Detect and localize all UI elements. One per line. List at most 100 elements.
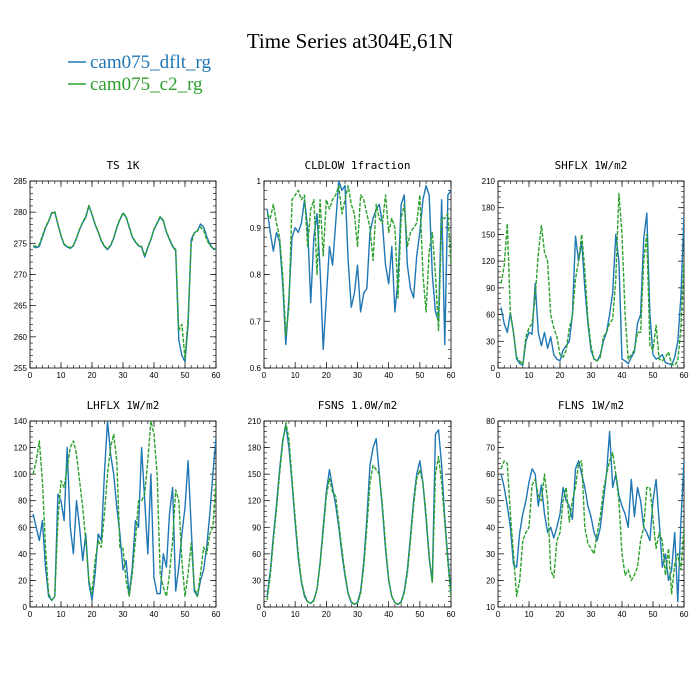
y-tick-label: 260 [14, 333, 28, 342]
y-tick-label: 90 [252, 523, 261, 532]
y-tick-label: 60 [486, 311, 495, 320]
x-tick-label: 20 [556, 371, 565, 380]
x-tick-label: 0 [262, 371, 267, 380]
panel-ts: TS 1K 0 10 20 30 40 50 60 255 260 265 270 275 280 285 [14, 159, 221, 380]
x-tick-label: 30 [353, 610, 362, 619]
y-tick-label: 40 [18, 550, 27, 559]
y-tick-label: 30 [252, 576, 261, 585]
y-tick-label: 265 [14, 302, 28, 311]
y-tick-label: 10 [486, 603, 495, 612]
legend-label-c2: cam075_c2_rg [90, 74, 203, 95]
x-tick-label: 50 [649, 610, 658, 619]
figure-title: Time Series at304E,61N [247, 29, 453, 53]
legend: cam075_dflt_rg cam075_c2_rg [68, 52, 212, 95]
y-tick-label: 70 [486, 444, 495, 453]
y-tick-label: 60 [486, 470, 495, 479]
y-tick-label: 120 [14, 444, 28, 453]
x-tick-label: 50 [649, 371, 658, 380]
y-tick-label: 100 [14, 470, 28, 479]
panel-fsns: FSNS 1.0W/m2 0 10 20 30 40 50 60 0 30 60 90 120 150 18… [248, 399, 456, 619]
y-tick-label: 20 [486, 576, 495, 585]
series-line-c2 [266, 422, 451, 606]
x-tick-label: 10 [525, 610, 534, 619]
x-tick-label: 40 [384, 371, 393, 380]
y-tick-label: 90 [486, 284, 495, 293]
y-tick-label: 0 [23, 603, 28, 612]
x-tick-label: 40 [618, 371, 627, 380]
x-tick-label: 30 [587, 371, 596, 380]
legend-label-dflt: cam075_dflt_rg [90, 52, 212, 73]
y-tick-label: 275 [14, 239, 28, 248]
x-tick-label: 20 [88, 610, 97, 619]
y-tick-label: 120 [248, 497, 262, 506]
series-line-c2 [266, 184, 451, 336]
y-tick-label: 140 [14, 417, 28, 426]
x-tick-label: 50 [181, 371, 190, 380]
y-tick-label: 0 [257, 603, 262, 612]
y-tick-label: 40 [486, 523, 495, 532]
panel-title-cldlow: CLDLOW 1fraction [305, 159, 411, 172]
y-tick-label: 150 [248, 470, 262, 479]
x-tick-label: 10 [291, 371, 300, 380]
x-tick-label: 0 [28, 371, 33, 380]
y-tick-label: 120 [482, 257, 496, 266]
x-tick-label: 30 [587, 610, 596, 619]
y-tick-label: 255 [14, 364, 28, 373]
y-tick-label: 80 [486, 417, 495, 426]
x-tick-label: 60 [212, 371, 221, 380]
y-tick-label: 60 [18, 523, 27, 532]
y-tick-label: 285 [14, 177, 28, 186]
series-line-c2 [500, 192, 684, 367]
x-tick-label: 50 [415, 610, 424, 619]
x-tick-label: 40 [618, 610, 627, 619]
x-tick-label: 10 [57, 371, 66, 380]
x-tick-label: 30 [119, 610, 128, 619]
y-tick-label: 210 [482, 177, 496, 186]
x-tick-label: 20 [322, 371, 331, 380]
y-tick-label: 180 [248, 444, 262, 453]
plot-frame [497, 420, 685, 608]
y-tick-label: 280 [14, 208, 28, 217]
series-line-dflt [32, 421, 216, 602]
y-tick-label: 0.7 [250, 317, 262, 326]
panels: TS 1K0 10 20 30 40 50 60255260265270275280285C… [14, 159, 689, 619]
panel-title-lhflx: LHFLX 1W/m2 [87, 399, 160, 412]
series-line-c2 [32, 421, 216, 602]
y-tick-label: 30 [486, 550, 495, 559]
x-tick-label: 60 [680, 371, 689, 380]
y-tick-label: 0.8 [250, 271, 262, 280]
series-line-dflt [500, 212, 684, 367]
x-tick-label: 0 [262, 610, 267, 619]
y-tick-label: 20 [18, 576, 27, 585]
panel-title-fsns: FSNS 1.0W/m2 [318, 399, 397, 412]
series-line-dflt [500, 430, 684, 603]
plot-frame [29, 180, 217, 369]
x-tick-label: 0 [496, 610, 501, 619]
panel-title-ts: TS 1K [106, 159, 139, 172]
x-tick-label: 60 [447, 610, 456, 619]
x-tick-label: 60 [447, 371, 456, 380]
y-tick-label: 270 [14, 271, 28, 280]
y-tick-label: 0 [491, 364, 496, 373]
y-tick-label: 30 [486, 337, 495, 346]
panel-title-shflx: SHFLX 1W/m2 [555, 159, 628, 172]
x-tick-label: 50 [181, 610, 190, 619]
y-tick-label: 60 [252, 550, 261, 559]
series-line-dflt [266, 181, 451, 350]
x-tick-label: 10 [291, 610, 300, 619]
x-tick-label: 0 [496, 371, 501, 380]
x-tick-label: 30 [353, 371, 362, 380]
y-tick-label: 80 [18, 497, 27, 506]
y-tick-label: 0.9 [250, 224, 262, 233]
series-line-c2 [500, 452, 684, 598]
x-tick-label: 50 [415, 371, 424, 380]
x-tick-label: 60 [212, 610, 221, 619]
x-tick-label: 10 [57, 610, 66, 619]
x-tick-label: 40 [150, 610, 159, 619]
x-tick-label: 10 [525, 371, 534, 380]
x-tick-label: 40 [384, 610, 393, 619]
panel-cldlow: CLDLOW 1fraction 0 10 20 30 40 50 60 0.6 0.7 0.8 0.… [250, 159, 456, 380]
series-line-c2 [32, 204, 216, 360]
